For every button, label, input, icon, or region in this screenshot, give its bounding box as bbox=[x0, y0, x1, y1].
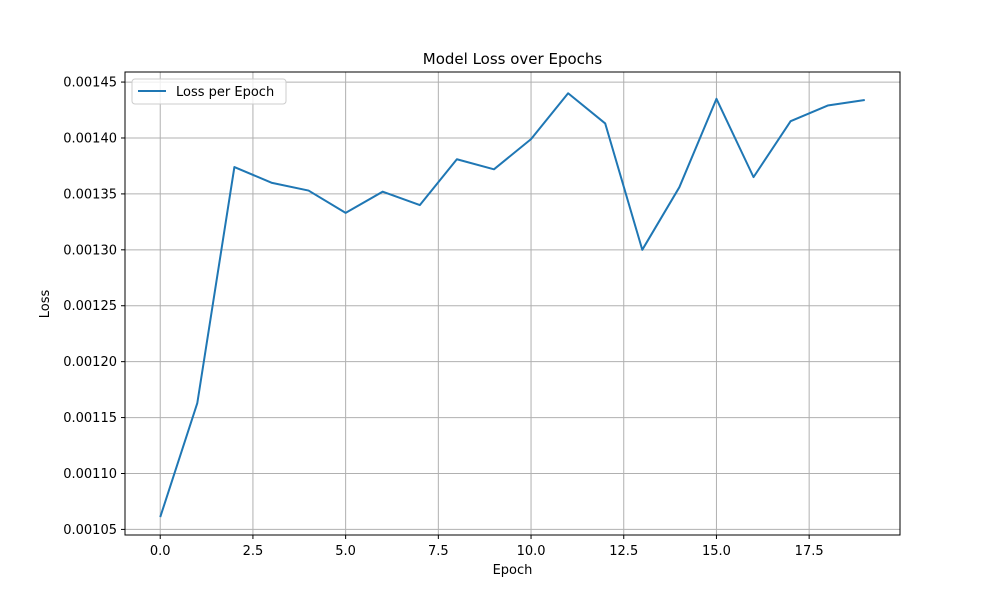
x-tick-label: 7.5 bbox=[428, 544, 449, 559]
y-tick-label: 0.00115 bbox=[63, 411, 117, 426]
x-tick-label: 15.0 bbox=[702, 544, 731, 559]
x-tick-label: 2.5 bbox=[243, 544, 264, 559]
y-tick-label: 0.00145 bbox=[63, 76, 117, 91]
series-line-loss bbox=[159, 92, 865, 518]
y-tick-label: 0.00105 bbox=[63, 523, 117, 538]
y-tick-label: 0.00110 bbox=[63, 467, 117, 482]
x-axis-label: Epoch bbox=[493, 563, 533, 578]
plot-frame bbox=[124, 71, 901, 536]
axis-ticks: 0.0 2.5 5.0 7.5 10.0 12.5 15.0 17.5 0.00105 0.001… bbox=[63, 76, 823, 559]
x-tick-label: 17.5 bbox=[795, 544, 824, 559]
y-tick-label: 0.00140 bbox=[63, 131, 117, 146]
legend-label-loss: Loss per Epoch bbox=[176, 85, 274, 100]
x-tick-label: 12.5 bbox=[609, 544, 638, 559]
y-tick-label: 0.00125 bbox=[63, 299, 117, 314]
y-axis-label: Loss bbox=[38, 290, 53, 319]
x-tick-label: 5.0 bbox=[335, 544, 356, 559]
x-tick-label: 0.0 bbox=[150, 544, 171, 559]
series-layer bbox=[159, 92, 865, 518]
legend: Loss per Epoch bbox=[131, 78, 287, 105]
grid bbox=[125, 72, 900, 535]
y-tick-label: 0.00130 bbox=[63, 243, 117, 258]
x-tick-label: 10.0 bbox=[517, 544, 546, 559]
legend-box bbox=[131, 78, 287, 105]
y-tick-label: 0.00120 bbox=[63, 355, 117, 370]
chart-title: Model Loss over Epochs bbox=[423, 50, 603, 68]
y-tick-label: 0.00135 bbox=[63, 187, 117, 202]
